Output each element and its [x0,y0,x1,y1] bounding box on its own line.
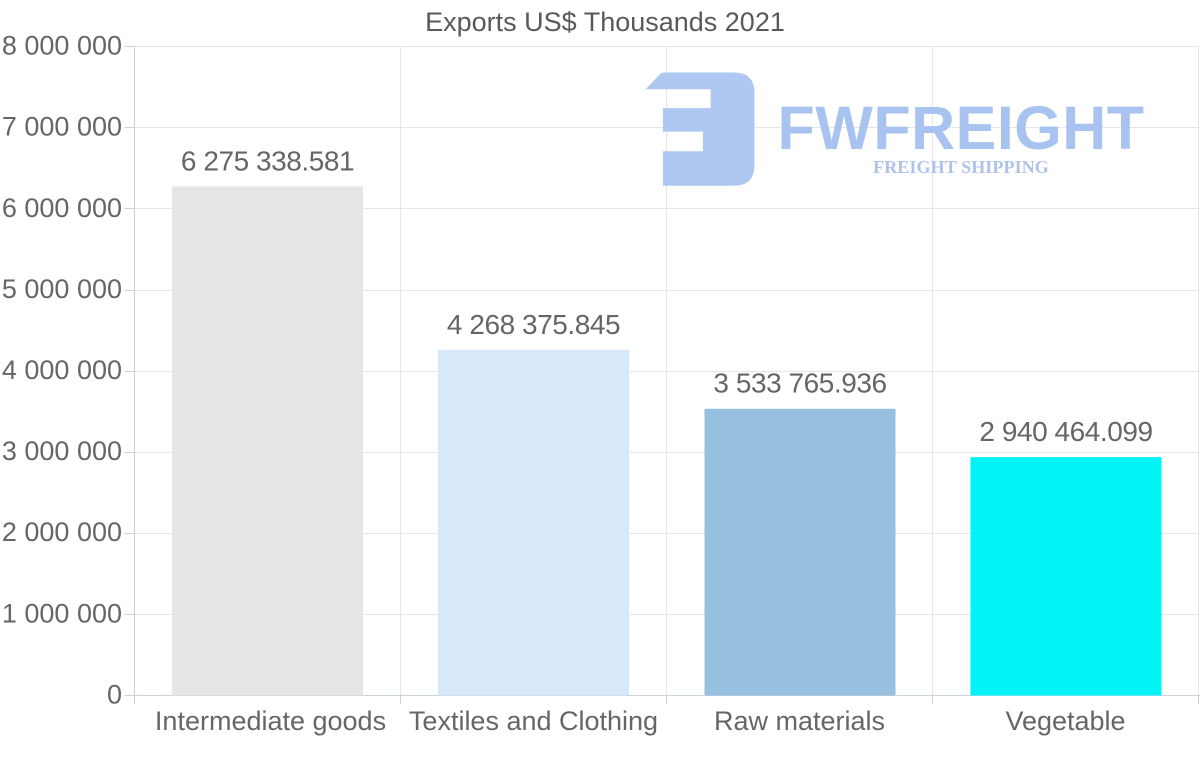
svg-text:6 000 000: 6 000 000 [2,193,122,223]
svg-text:3 533 765.936: 3 533 765.936 [713,368,886,399]
svg-text:Exports US$ Thousands 2021: Exports US$ Thousands 2021 [425,7,785,37]
svg-text:3 000 000: 3 000 000 [2,436,122,466]
svg-text:2 940 464.099: 2 940 464.099 [979,416,1152,447]
svg-text:2 000 000: 2 000 000 [2,517,122,547]
svg-text:Vegetable: Vegetable [1005,706,1125,736]
svg-text:1 000 000: 1 000 000 [2,598,122,628]
svg-text:Raw materials: Raw materials [714,706,885,736]
svg-text:FWFREIGHT: FWFREIGHT [778,94,1145,162]
svg-text:8 000 000: 8 000 000 [2,31,122,61]
svg-text:6 275 338.581: 6 275 338.581 [181,146,354,177]
svg-text:7 000 000: 7 000 000 [2,112,122,142]
svg-text:4 000 000: 4 000 000 [2,355,122,385]
svg-text:FREIGHT SHIPPING: FREIGHT SHIPPING [873,157,1049,177]
svg-text:Textiles and Clothing: Textiles and Clothing [409,706,658,736]
svg-text:4 268 375.845: 4 268 375.845 [447,309,620,340]
svg-text:5 000 000: 5 000 000 [2,274,122,304]
svg-text:Intermediate goods: Intermediate goods [155,706,386,736]
svg-text:0: 0 [107,680,122,710]
